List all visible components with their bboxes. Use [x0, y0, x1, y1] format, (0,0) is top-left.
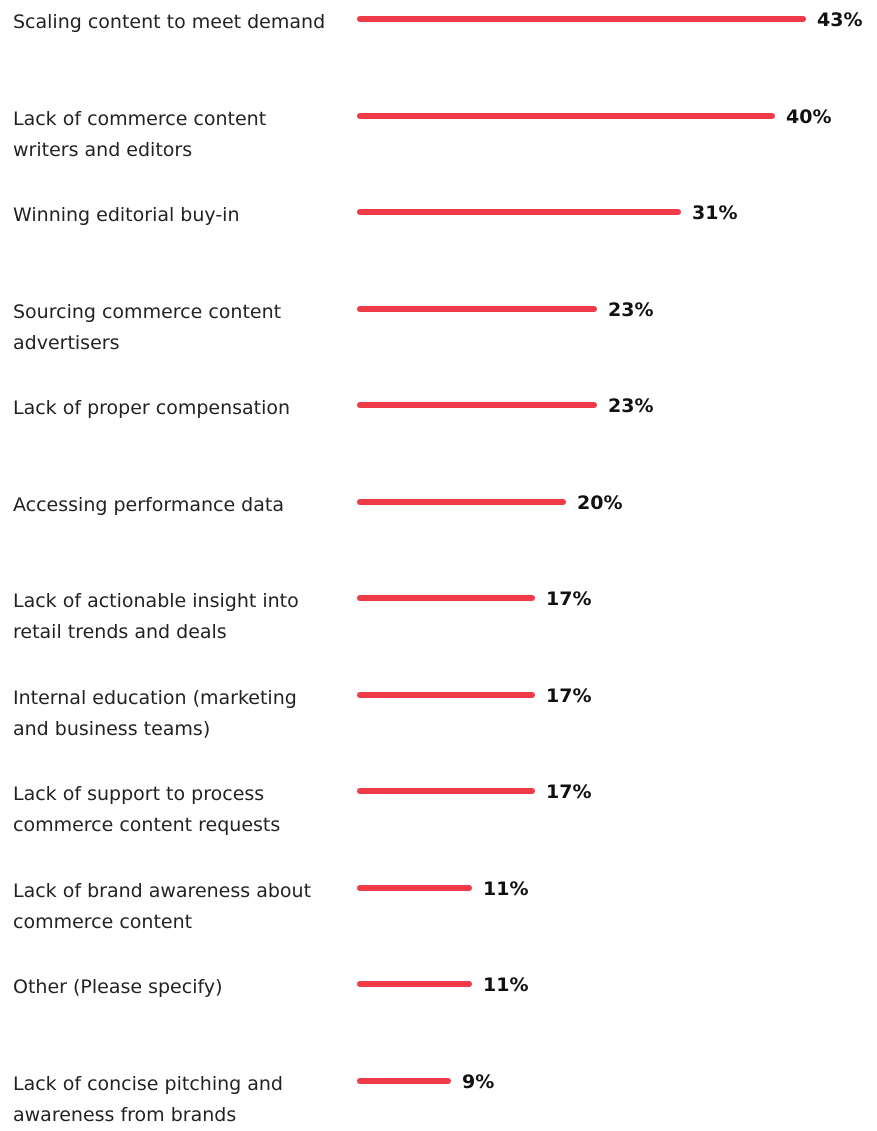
- category-label: Lack of support to process commerce cont…: [13, 783, 281, 836]
- category-label: Lack of concise pitching and awareness f…: [13, 1073, 283, 1126]
- bar: [357, 788, 535, 794]
- bar: [357, 595, 535, 601]
- value-label: 43%: [817, 9, 863, 31]
- value-label: 17%: [546, 685, 592, 707]
- category-label: Internal education (marketing and busine…: [13, 687, 297, 740]
- category-label: Winning editorial buy-in: [13, 204, 240, 226]
- value-label: 23%: [608, 299, 654, 321]
- bar: [357, 499, 566, 505]
- bar: [357, 981, 472, 987]
- value-label: 17%: [546, 781, 592, 803]
- category-label: Lack of actionable insight into retail t…: [13, 590, 299, 643]
- category-label: Lack of proper compensation: [13, 397, 291, 419]
- bar: [357, 306, 597, 312]
- category-label: Lack of commerce content writers and edi…: [13, 108, 267, 161]
- bar: [357, 113, 775, 119]
- category-label: Scaling content to meet demand: [13, 11, 326, 33]
- bar: [357, 16, 806, 22]
- value-label: 23%: [608, 395, 654, 417]
- value-label: 40%: [786, 106, 832, 128]
- bar: [357, 209, 681, 215]
- value-label: 11%: [483, 878, 529, 900]
- bar: [357, 692, 535, 698]
- value-label: 11%: [483, 974, 529, 996]
- value-label: 9%: [462, 1071, 495, 1093]
- bar: [357, 885, 472, 891]
- value-label: 20%: [577, 492, 623, 514]
- bar: [357, 1078, 451, 1084]
- category-label: Accessing performance data: [13, 494, 284, 516]
- value-label: 31%: [692, 202, 738, 224]
- category-label: Other (Please specify): [13, 976, 223, 998]
- bar: [357, 402, 597, 408]
- value-label: 17%: [546, 588, 592, 610]
- category-label: Lack of brand awareness about commerce c…: [13, 880, 312, 933]
- category-label: Sourcing commerce content advertisers: [13, 301, 282, 354]
